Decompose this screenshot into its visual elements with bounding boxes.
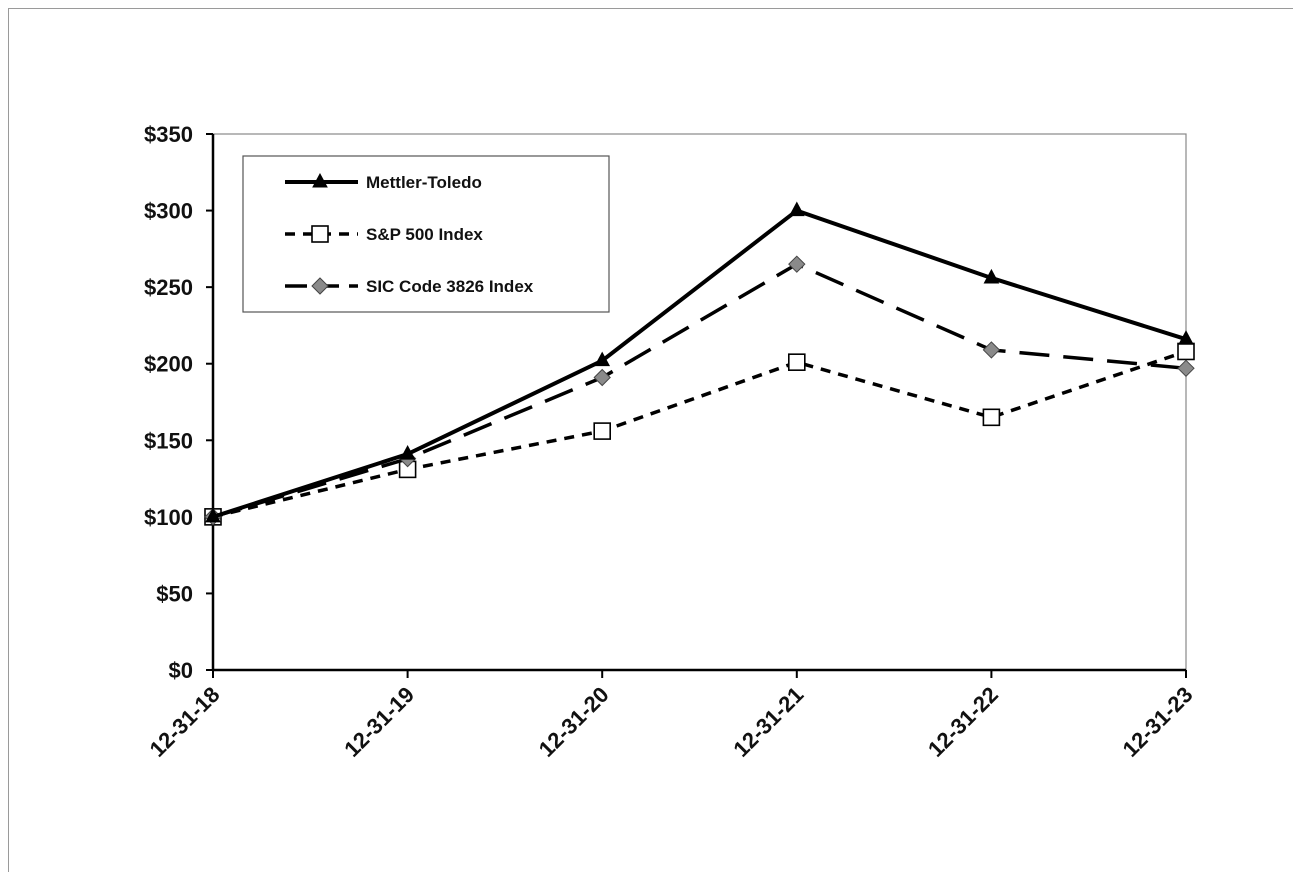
legend: Mettler-Toledo S&P 500 Index SIC Code 3826… bbox=[242, 155, 610, 313]
legend-swatch-marker bbox=[311, 277, 329, 295]
y-tick-label: $250 bbox=[144, 275, 193, 300]
legend-label: Mettler-Toledo bbox=[366, 173, 482, 192]
data-point bbox=[982, 408, 1001, 427]
x-axis: 12-31-18 12-31-19 12-31-20 12-31-21 12-31-22… bbox=[145, 670, 1198, 762]
y-tick-label: $200 bbox=[144, 352, 193, 377]
data-point bbox=[594, 351, 611, 367]
y-tick-label: $150 bbox=[144, 428, 193, 453]
legend-label: S&P 500 Index bbox=[366, 225, 483, 244]
series-s-p-500-index bbox=[204, 342, 1195, 526]
series-line bbox=[212, 262, 1187, 519]
x-tick-label: 12-31-19 bbox=[339, 682, 419, 762]
data-point bbox=[1178, 330, 1194, 345]
x-tick-label: 12-31-23 bbox=[1118, 682, 1198, 762]
data-point bbox=[593, 422, 612, 440]
data-point bbox=[1177, 359, 1195, 378]
data-point bbox=[399, 445, 416, 460]
legend-swatch-marker bbox=[312, 172, 328, 188]
data-point bbox=[983, 268, 1000, 284]
x-tick-label: 12-31-20 bbox=[534, 682, 614, 762]
data-point bbox=[982, 341, 1001, 359]
y-tick-label: $100 bbox=[144, 505, 193, 530]
y-tick-label: $0 bbox=[169, 658, 193, 683]
x-tick-label: 12-31-18 bbox=[145, 682, 225, 762]
legend-label: SIC Code 3826 Index bbox=[366, 277, 534, 296]
plot-area bbox=[211, 133, 1187, 672]
y-tick-label: $350 bbox=[144, 122, 193, 147]
legend-swatch-marker bbox=[311, 225, 329, 243]
data-point bbox=[788, 201, 805, 217]
data-point bbox=[593, 368, 611, 387]
series-mettler-toledo bbox=[205, 201, 1194, 523]
x-tick-label: 12-31-22 bbox=[923, 682, 1003, 762]
series-line bbox=[212, 208, 1187, 519]
data-point bbox=[1177, 342, 1195, 361]
x-tick-label: 12-31-21 bbox=[728, 682, 808, 762]
data-point bbox=[205, 507, 221, 523]
data-point bbox=[788, 255, 806, 273]
data-point bbox=[787, 353, 806, 371]
series-layer bbox=[204, 201, 1195, 526]
y-tick-label: $300 bbox=[144, 199, 193, 224]
y-tick-label: $50 bbox=[156, 581, 193, 606]
series-line bbox=[212, 349, 1187, 519]
chart-frame bbox=[8, 8, 1293, 872]
y-axis: $0 $50 $100 $150 $200 $250 $300 $350 bbox=[144, 122, 213, 683]
